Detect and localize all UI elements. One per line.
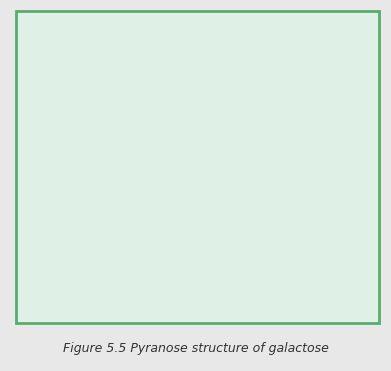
Text: H: H xyxy=(173,169,183,183)
Text: H: H xyxy=(149,301,160,315)
Text: Galactose (cyclic): Galactose (cyclic) xyxy=(109,27,282,47)
Polygon shape xyxy=(287,151,335,184)
Text: OH: OH xyxy=(255,299,276,313)
Polygon shape xyxy=(287,184,339,228)
Text: H: H xyxy=(42,225,53,239)
Text: OH: OH xyxy=(43,133,65,147)
Text: Figure 5.5 Pyranose structure of galactose: Figure 5.5 Pyranose structure of galacto… xyxy=(63,342,328,355)
Polygon shape xyxy=(64,148,111,184)
Text: CH$_2$OH: CH$_2$OH xyxy=(194,73,242,89)
Text: H: H xyxy=(245,201,255,215)
Text: H: H xyxy=(165,299,175,313)
Text: H: H xyxy=(338,221,349,235)
Polygon shape xyxy=(52,184,111,232)
Text: OH: OH xyxy=(197,188,219,202)
Text: OH: OH xyxy=(334,138,355,152)
Text: O: O xyxy=(292,165,303,179)
